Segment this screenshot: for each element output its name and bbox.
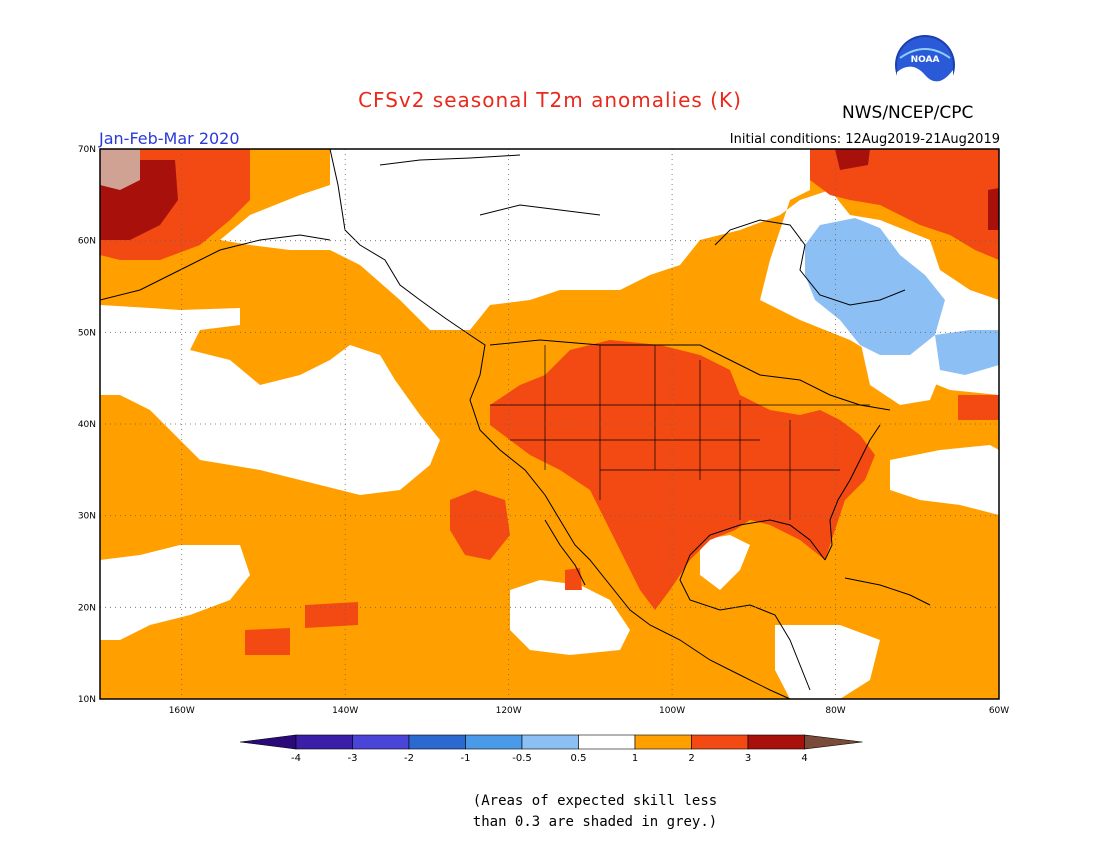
warm-anomaly-pacific-1 — [450, 490, 510, 560]
coastlines — [100, 149, 931, 699]
lat-label: 70N — [78, 145, 96, 155]
lat-label: 50N — [78, 328, 96, 338]
lon-label: 160W — [169, 706, 195, 716]
cool-anomaly-hudson-bay — [805, 218, 945, 355]
near-normal-gulf — [700, 535, 750, 590]
legend-tick-label: 0.5 — [571, 753, 587, 764]
warm-anomaly-greenland — [810, 149, 999, 260]
legend-colorbar: -4 -3 -2 -1 -0.5 0.5 1 2 3 4 — [239, 734, 863, 764]
lat-label: 10N — [78, 695, 96, 705]
warm-anomaly-us-interior — [490, 340, 875, 610]
footnote-line-1: (Areas of expected skill less — [472, 793, 718, 809]
forecast-period: Jan-Feb-Mar 2020 — [99, 129, 240, 148]
legend-swatch — [352, 734, 410, 750]
legend-tick-label: 4 — [801, 753, 807, 764]
map-title: CFSv2 seasonal T2m anomalies (K) — [358, 88, 742, 112]
near-normal-atlantic — [890, 445, 999, 515]
near-normal-caribbean — [775, 625, 880, 699]
lon-label: 120W — [496, 706, 522, 716]
anomaly-shading — [100, 149, 999, 699]
lat-label: 30N — [78, 512, 96, 522]
legend-swatch — [747, 734, 805, 750]
lat-label: 20N — [78, 603, 96, 613]
near-normal-arctic — [220, 149, 999, 395]
near-normal-central-pacific — [100, 545, 250, 640]
map-frame — [99, 148, 1000, 700]
near-normal-east-pacific — [510, 580, 630, 655]
axis-labels: 70N 60N 50N 40N 30N 20N 10N 160W 140W 120W 100W 80W… — [78, 145, 1009, 716]
footnote-line-2: than 0.3 are shaded in grey.) — [472, 814, 718, 830]
noaa-logo: NOAA — [895, 35, 955, 97]
warm-anomaly-atlantic — [958, 395, 999, 420]
legend-arrow-low — [239, 734, 297, 750]
cool-anomaly-labrador — [935, 330, 999, 375]
legend-swatch — [465, 734, 523, 750]
strong-warm-east — [988, 188, 999, 230]
legend-tick-label: 2 — [688, 753, 694, 764]
gridlines — [100, 149, 999, 699]
legend-tick-label: -0.5 — [512, 753, 532, 764]
lat-label: 60N — [78, 237, 96, 247]
lon-label: 100W — [659, 706, 685, 716]
legend-tick-label: -2 — [404, 753, 414, 764]
legend-tick-label: 3 — [745, 753, 751, 764]
legend-swatch — [634, 734, 692, 750]
warm-anomaly-baja — [565, 568, 582, 590]
legend-swatch — [408, 734, 466, 750]
legend-swatch — [691, 734, 749, 750]
legend-tick-label: -4 — [291, 753, 301, 764]
state-borders — [490, 345, 870, 520]
legend-tick-label: -1 — [461, 753, 471, 764]
very-strong-warm-alaska — [100, 149, 140, 190]
near-normal-north-pacific — [100, 305, 440, 495]
near-normal-west-atlantic — [860, 340, 940, 405]
lon-label: 60W — [989, 706, 1009, 716]
warm-anomaly-pacific-3 — [245, 628, 290, 655]
warm-anomaly-pacific-2 — [305, 602, 358, 628]
legend-tick-label: -3 — [348, 753, 358, 764]
legend-swatch — [521, 734, 579, 750]
legend-tick-label: 1 — [632, 753, 638, 764]
strong-warm-greenland — [835, 149, 870, 170]
noaa-logo-text: NOAA — [911, 55, 940, 65]
agency-label: NWS/NCEP/CPC — [842, 103, 974, 123]
skill-footnote: (Areas of expected skill less than 0.3 a… — [0, 791, 1100, 833]
legend-swatch — [295, 734, 353, 750]
initial-conditions: Initial conditions: 12Aug2019-21Aug2019 — [729, 132, 1000, 147]
lat-label: 40N — [78, 420, 96, 430]
legend-arrow-high — [804, 734, 863, 750]
legend-swatch — [578, 734, 636, 750]
lon-label: 140W — [332, 706, 358, 716]
lon-label: 80W — [825, 706, 845, 716]
